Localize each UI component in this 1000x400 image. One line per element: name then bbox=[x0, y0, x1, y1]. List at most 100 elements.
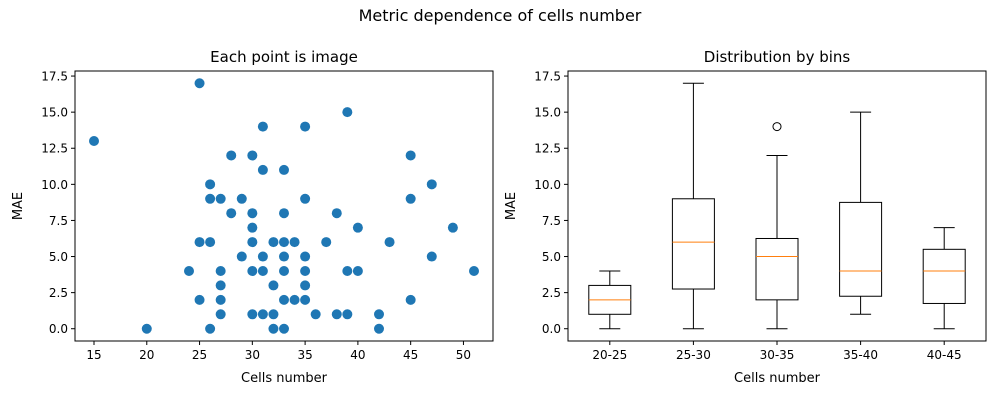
x-tick-label: 25 bbox=[192, 348, 207, 362]
y-tick-label: 17.5 bbox=[534, 70, 561, 84]
scatter-point bbox=[268, 237, 279, 248]
x-tick-label: 30-35 bbox=[760, 348, 795, 362]
x-tick-label: 35-40 bbox=[843, 348, 878, 362]
scatter-point bbox=[268, 280, 279, 291]
scatter-point bbox=[215, 280, 226, 291]
x-axis-label: Cells number bbox=[241, 371, 328, 386]
y-tick-label: 0.0 bbox=[49, 322, 68, 336]
scatter-point bbox=[257, 164, 268, 175]
y-tick-label: 2.5 bbox=[49, 286, 68, 300]
x-tick-label: 25-30 bbox=[676, 348, 711, 362]
plot-frame bbox=[567, 70, 987, 342]
x-tick-label: 30 bbox=[245, 348, 260, 362]
scatter-point bbox=[236, 193, 247, 204]
scatter-point bbox=[226, 150, 237, 161]
y-tick-label: 5.0 bbox=[542, 250, 561, 264]
scatter-point bbox=[247, 150, 258, 161]
scatter-point bbox=[447, 222, 458, 233]
box-outlier bbox=[772, 122, 782, 132]
scatter-point bbox=[342, 107, 353, 118]
scatter-point bbox=[194, 78, 205, 89]
scatter-point bbox=[331, 208, 342, 219]
y-tick-label: 7.5 bbox=[49, 214, 68, 228]
x-tick-label: 35 bbox=[297, 348, 312, 362]
y-tick-label: 10.0 bbox=[41, 178, 68, 192]
scatter-point bbox=[226, 208, 237, 219]
scatter-point bbox=[289, 237, 300, 248]
y-tick-label: 7.5 bbox=[542, 214, 561, 228]
x-tick-label: 40 bbox=[350, 348, 365, 362]
x-tick-label: 15 bbox=[86, 348, 101, 362]
scatter-point bbox=[194, 294, 205, 305]
box-iqr bbox=[922, 248, 966, 304]
scatter-point bbox=[89, 136, 99, 147]
scatter-point bbox=[405, 193, 416, 204]
scatter-point bbox=[310, 309, 321, 320]
scatter-point bbox=[194, 237, 205, 248]
scatter-point bbox=[247, 208, 258, 219]
scatter-point bbox=[205, 323, 216, 334]
scatter-point bbox=[279, 237, 289, 248]
scatter-point bbox=[300, 193, 311, 204]
scatter-point bbox=[215, 294, 226, 305]
scatter-point bbox=[321, 237, 332, 248]
scatter-point bbox=[300, 294, 311, 305]
scatter-point bbox=[279, 323, 289, 334]
chart-title: Distribution by bins bbox=[704, 48, 851, 66]
y-tick-label: 12.5 bbox=[534, 142, 561, 156]
scatter-point bbox=[257, 265, 268, 276]
figure-suptitle: Metric dependence of cells number bbox=[358, 6, 642, 25]
scatter-point bbox=[300, 265, 311, 276]
y-tick-label: 10.0 bbox=[534, 178, 561, 192]
scatter-point bbox=[289, 294, 300, 305]
scatter-point bbox=[257, 121, 268, 132]
y-axis-label: MAE bbox=[11, 192, 26, 220]
scatter-point bbox=[205, 179, 216, 190]
y-tick-label: 12.5 bbox=[41, 142, 68, 156]
scatter-point bbox=[352, 265, 363, 276]
x-axis-label: Cells number bbox=[734, 371, 821, 386]
scatter-point bbox=[215, 265, 226, 276]
y-tick-label: 15.0 bbox=[41, 106, 68, 120]
x-tick-label: 40-45 bbox=[927, 348, 962, 362]
chart-title: Each point is image bbox=[210, 48, 358, 66]
scatter-point bbox=[279, 265, 289, 276]
x-tick-label: 20-25 bbox=[592, 348, 627, 362]
scatter-point bbox=[300, 280, 311, 291]
scatter-point bbox=[384, 237, 395, 248]
box-iqr bbox=[755, 237, 799, 301]
scatter-point bbox=[268, 323, 279, 334]
scatter-point bbox=[247, 309, 258, 320]
scatter-point bbox=[342, 265, 353, 276]
scatter-point bbox=[184, 265, 194, 276]
x-tick-label: 45 bbox=[403, 348, 418, 362]
scatter-point bbox=[257, 309, 268, 320]
scatter-point bbox=[215, 193, 226, 204]
scatter-point bbox=[469, 265, 479, 276]
scatter-point bbox=[268, 309, 279, 320]
scatter-point bbox=[426, 251, 437, 262]
scatter-point bbox=[205, 193, 216, 204]
y-tick-label: 5.0 bbox=[49, 250, 68, 264]
scatter-point bbox=[405, 150, 416, 161]
y-tick-label: 0.0 bbox=[542, 322, 561, 336]
scatter-point bbox=[247, 265, 258, 276]
y-axis-label: MAE bbox=[504, 192, 519, 220]
scatter-point bbox=[257, 251, 268, 262]
scatter-point bbox=[352, 222, 363, 233]
scatter-point bbox=[236, 251, 247, 262]
scatter-point bbox=[215, 309, 226, 320]
plot-frame bbox=[74, 70, 494, 342]
y-tick-label: 15.0 bbox=[534, 106, 561, 120]
x-tick-label: 50 bbox=[456, 348, 471, 362]
scatter-point bbox=[279, 294, 289, 305]
scatter-point bbox=[279, 251, 289, 262]
box-iqr bbox=[671, 198, 715, 290]
scatter-point bbox=[300, 251, 311, 262]
scatter-point bbox=[374, 309, 384, 320]
scatter-point bbox=[426, 179, 437, 190]
x-tick-label: 20 bbox=[139, 348, 154, 362]
box-iqr bbox=[839, 201, 883, 297]
